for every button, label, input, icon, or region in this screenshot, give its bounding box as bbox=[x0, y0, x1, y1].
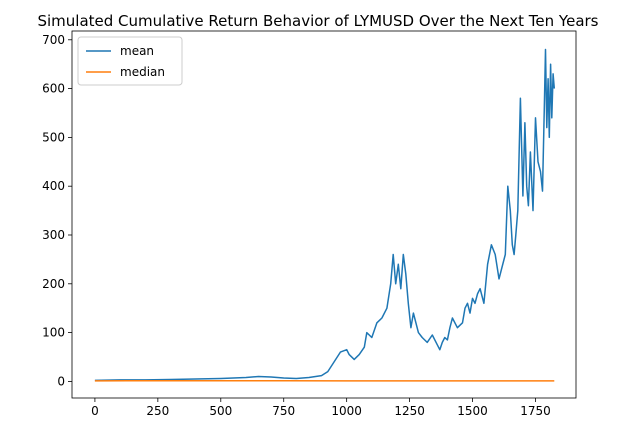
x-tick-label: 1250 bbox=[394, 404, 425, 418]
y-tick-label: 100 bbox=[42, 326, 65, 340]
x-tick-label: 1750 bbox=[520, 404, 551, 418]
x-tick-label: 1000 bbox=[331, 404, 362, 418]
legend: mean median bbox=[78, 37, 182, 85]
x-tick-label: 0 bbox=[91, 404, 99, 418]
y-tick-label: 500 bbox=[42, 130, 65, 144]
chart-title: Simulated Cumulative Return Behavior of … bbox=[37, 12, 598, 30]
x-tick-label: 1500 bbox=[457, 404, 488, 418]
series-group bbox=[95, 50, 554, 381]
y-tick-label: 600 bbox=[42, 82, 65, 96]
legend-label-median: median bbox=[120, 65, 165, 79]
x-tick-label: 500 bbox=[209, 404, 232, 418]
legend-label-mean: mean bbox=[120, 44, 154, 58]
y-tick-label: 300 bbox=[42, 228, 65, 242]
plot-area: 0 250 500 750 1000 1250 1500 1750 0 100 200 300 400 5… bbox=[42, 31, 576, 418]
x-tick-label: 250 bbox=[146, 404, 169, 418]
y-tick-label: 400 bbox=[42, 179, 65, 193]
series-line-mean bbox=[95, 50, 554, 381]
y-tick-label: 200 bbox=[42, 277, 65, 291]
x-tick-label: 750 bbox=[272, 404, 295, 418]
y-tick-label: 700 bbox=[42, 33, 65, 47]
y-tick-label: 0 bbox=[57, 374, 65, 388]
axes-frame bbox=[72, 31, 576, 398]
